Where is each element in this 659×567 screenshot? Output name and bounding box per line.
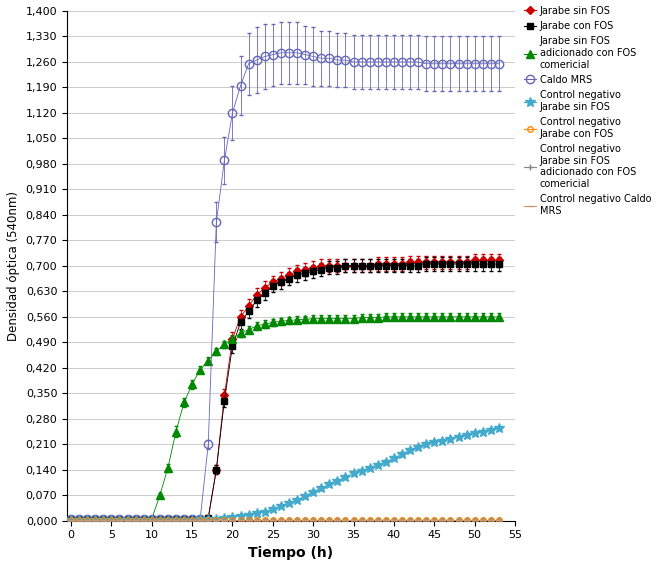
Legend: Jarabe sin FOS, Jarabe con FOS, Jarabe sin FOS
adicionado con FOS
comericial, Ca: Jarabe sin FOS, Jarabe con FOS, Jarabe s…: [525, 6, 652, 216]
X-axis label: Tiempo (h): Tiempo (h): [248, 546, 333, 560]
Y-axis label: Densidad óptica (540nm): Densidad óptica (540nm): [7, 191, 20, 341]
